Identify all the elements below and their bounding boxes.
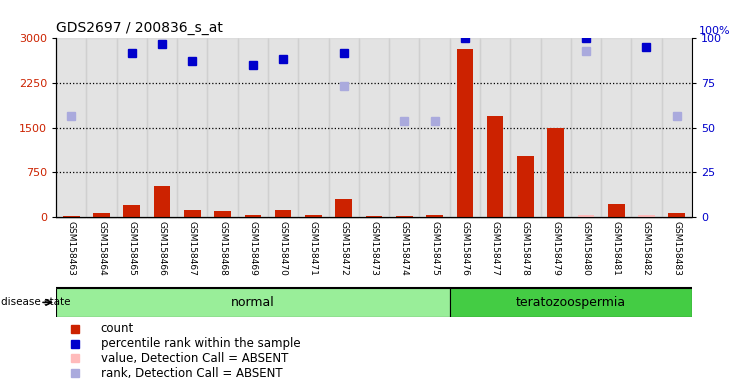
Bar [328, 38, 359, 217]
Bar [214, 211, 231, 217]
Bar [450, 38, 480, 217]
Text: GSM158474: GSM158474 [399, 220, 408, 275]
Bar [662, 38, 692, 217]
Bar [669, 214, 685, 217]
Bar [154, 186, 171, 217]
Text: GSM158471: GSM158471 [309, 220, 318, 275]
Bar [420, 38, 450, 217]
Bar [275, 210, 292, 217]
Text: GSM158469: GSM158469 [248, 220, 257, 275]
Bar [184, 210, 200, 217]
Bar [359, 38, 389, 217]
Text: GSM158472: GSM158472 [340, 220, 349, 275]
Text: GSM158482: GSM158482 [642, 220, 651, 275]
Bar [207, 38, 238, 217]
Bar [608, 204, 625, 217]
Bar [335, 199, 352, 217]
Text: GSM158468: GSM158468 [218, 220, 227, 275]
Bar [571, 38, 601, 217]
Bar [510, 38, 541, 217]
Bar [305, 215, 322, 217]
Bar [426, 215, 443, 217]
Text: GSM158473: GSM158473 [370, 220, 378, 275]
Bar [396, 216, 413, 217]
Bar [631, 38, 662, 217]
Bar [298, 38, 328, 217]
Text: GSM158464: GSM158464 [97, 220, 106, 275]
Bar [56, 288, 450, 317]
Text: 100%: 100% [699, 26, 731, 36]
Text: normal: normal [231, 296, 275, 309]
Text: GSM158475: GSM158475 [430, 220, 439, 275]
Text: GSM158470: GSM158470 [279, 220, 288, 275]
Text: count: count [100, 323, 134, 335]
Text: GSM158476: GSM158476 [460, 220, 469, 275]
Bar [238, 38, 268, 217]
Bar [548, 128, 564, 217]
Text: GSM158465: GSM158465 [127, 220, 136, 275]
Bar [450, 288, 692, 317]
Text: GSM158481: GSM158481 [612, 220, 621, 275]
Bar [456, 49, 473, 217]
Bar [577, 215, 594, 217]
Bar [601, 38, 631, 217]
Text: GSM158480: GSM158480 [581, 220, 590, 275]
Text: value, Detection Call = ABSENT: value, Detection Call = ABSENT [100, 352, 288, 365]
Text: rank, Detection Call = ABSENT: rank, Detection Call = ABSENT [100, 367, 282, 380]
Bar [63, 216, 79, 217]
Text: GSM158466: GSM158466 [158, 220, 167, 275]
Bar [268, 38, 298, 217]
Text: GSM158477: GSM158477 [491, 220, 500, 275]
Bar [480, 38, 510, 217]
Bar [487, 116, 503, 217]
Text: disease state: disease state [1, 297, 71, 308]
Text: GSM158467: GSM158467 [188, 220, 197, 275]
Bar [389, 38, 420, 217]
Text: teratozoospermia: teratozoospermia [515, 296, 626, 309]
Bar [123, 205, 140, 217]
Text: GDS2697 / 200836_s_at: GDS2697 / 200836_s_at [56, 21, 223, 35]
Bar [245, 215, 261, 217]
Bar [86, 38, 117, 217]
Text: GSM158463: GSM158463 [67, 220, 76, 275]
Text: percentile rank within the sample: percentile rank within the sample [100, 337, 300, 350]
Text: GSM158483: GSM158483 [672, 220, 681, 275]
Bar [517, 156, 534, 217]
Bar [366, 216, 382, 217]
Bar [94, 214, 110, 217]
Bar [147, 38, 177, 217]
Text: GSM158478: GSM158478 [521, 220, 530, 275]
Bar [541, 38, 571, 217]
Text: GSM158479: GSM158479 [551, 220, 560, 275]
Bar [638, 215, 654, 217]
Bar [56, 38, 86, 217]
Bar [177, 38, 207, 217]
Bar [117, 38, 147, 217]
